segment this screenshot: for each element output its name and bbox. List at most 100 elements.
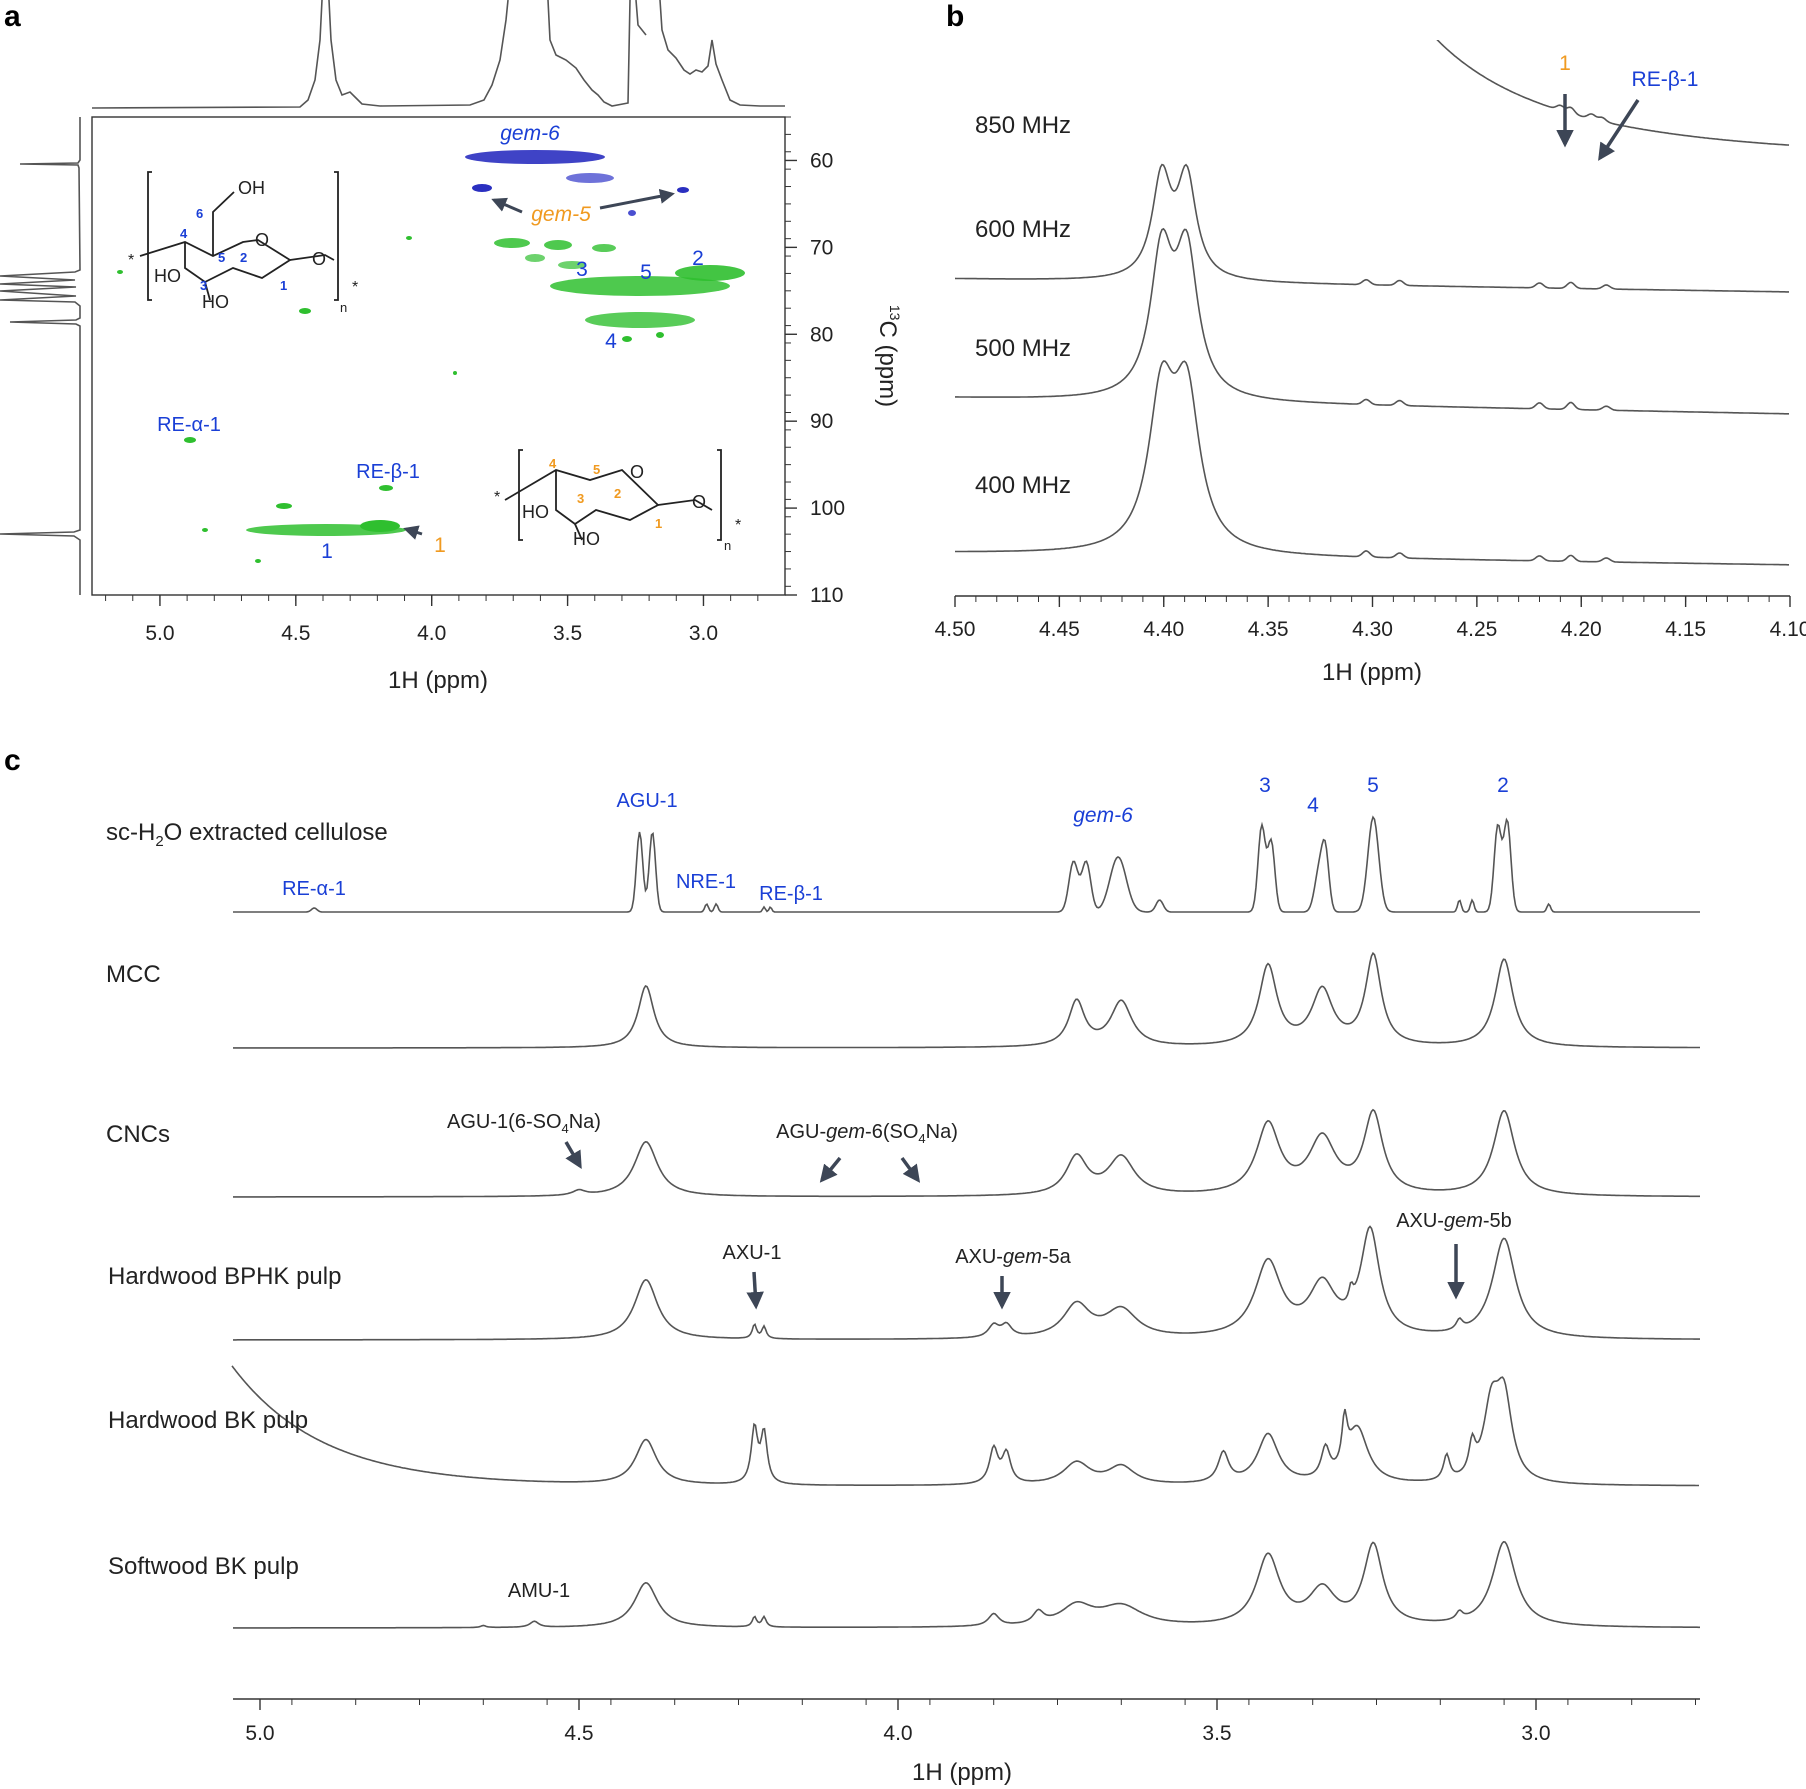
label-a-c3: 3 [576, 258, 588, 281]
contour-c3-c5 [550, 276, 730, 296]
label-c-agu-gem-c: Na) [926, 1121, 958, 1143]
panel-a-x-tick-label: 4.5 [281, 622, 310, 645]
label-c-axu5b: AXU-gem-5b [1396, 1210, 1512, 1232]
label-c-rea1: RE-α-1 [282, 878, 346, 900]
label-c-axu5a: AXU-gem-5a [955, 1246, 1071, 1268]
panel-a-x-tick-label: 4.0 [417, 622, 446, 645]
sb-star-right: * [735, 517, 741, 534]
series-label-sw-bk: Softwood BK pulp [108, 1553, 299, 1580]
panel-a-y-label-sup: 13 [887, 305, 903, 321]
contour-green-b [544, 240, 572, 250]
label-c-nre1: NRE-1 [676, 871, 736, 893]
st-n6: 6 [196, 206, 203, 221]
panel-a-x-axis: 5.0 4.5 4.0 3.5 3.0 [105, 595, 759, 645]
panel-c-x-tick-label: 3.5 [1202, 1722, 1231, 1745]
structure-top-labels: OH 6 4 5 2 3 1 O O HO HO * * n [128, 178, 358, 315]
sb-star-left: * [494, 489, 500, 506]
contour-rea1 [184, 437, 196, 443]
sb-ho3: HO [522, 502, 549, 522]
st-ring-o: O [255, 230, 269, 250]
st-n1: 1 [280, 278, 287, 293]
st-star-right: * [352, 279, 358, 296]
contour-gem6 [465, 150, 605, 164]
bracket-top-right [334, 171, 339, 301]
label-c-axu1: AXU-1 [723, 1242, 782, 1264]
panel-b-series-label: 850 MHz [975, 112, 1071, 139]
contour-c1-b [360, 520, 400, 532]
label-c-3: 3 [1259, 774, 1271, 797]
contour-misc-g [202, 528, 208, 532]
panel-a-x-tick-label: 3.5 [553, 622, 582, 645]
label-c-agu-gem-i: gem [826, 1121, 865, 1143]
contour-misc-e [276, 503, 292, 509]
sb-n5: 5 [593, 462, 600, 477]
label-c-agu-so4: AGU-1(6-SO4Na) [447, 1111, 601, 1136]
label-c-agu-gem-sub: 4 [918, 1131, 925, 1146]
panel-a-y-tick-label: 90 [810, 410, 833, 433]
series-label-bphk: Hardwood BPHK pulp [108, 1263, 341, 1290]
sb-ho2: HO [573, 529, 600, 549]
panel-b-x-tick-label: 4.25 [1456, 618, 1497, 641]
series-label-sc-h2o-sub: 2 [155, 833, 163, 850]
panel-a-plot-frame [91, 116, 786, 596]
arrow-c-axu1 [746, 1271, 764, 1310]
panel-b-x-tick-label: 4.30 [1352, 618, 1393, 641]
panel-a-y-tick-label: 80 [810, 323, 833, 346]
series-label-cncs: CNCs [106, 1121, 170, 1148]
sb-n-sub: n [724, 538, 731, 553]
contour-misc-a [299, 308, 311, 314]
label-a-c4: 4 [605, 330, 617, 353]
label-a-c2: 2 [692, 247, 704, 270]
panel-c-trace-4 [231, 1365, 1699, 1487]
panel-b-x-tick-label: 4.35 [1248, 618, 1289, 641]
structure-glucose-top [139, 171, 339, 301]
oh2-bond-top [204, 281, 211, 301]
sb-n4: 4 [549, 456, 557, 471]
sb-n2: 2 [614, 486, 621, 501]
sb-n1: 1 [655, 516, 662, 531]
structure-xylose-bottom [504, 449, 722, 541]
st-ho3: HO [154, 266, 181, 286]
bracket-bot-left [518, 449, 523, 541]
contour-gem5-a [472, 184, 492, 192]
contour-c4-b [622, 336, 632, 342]
label-c-agu1: AGU-1 [616, 790, 677, 812]
c6-bond-top [212, 191, 235, 256]
contour-green-e [558, 261, 586, 269]
panel-b-field-strength: 4.50 4.45 4.40 4.35 4.30 4.25 4.20 4.15 4.10 1H … [935, 40, 1806, 686]
label-c-agu-gem-a: AGU- [776, 1121, 826, 1143]
contour-green-a [494, 238, 530, 248]
panel-a-x-tick-label: 3.0 [689, 622, 718, 645]
contour-c2 [675, 265, 745, 281]
st-n-sub: n [340, 300, 347, 315]
contour-green-d [525, 254, 545, 262]
contour-gem6-b [566, 173, 614, 183]
arrow-c-agu-gem-right [900, 1156, 921, 1183]
st-n5: 5 [218, 250, 225, 265]
contour-green-c [592, 244, 616, 252]
series-label-sc-h2o-a: sc-H [106, 819, 155, 846]
panel-b-x-tick-label: 4.10 [1770, 618, 1806, 641]
label-a-rea1: RE-α-1 [157, 414, 221, 436]
label-c-axu5b-i: gem [1444, 1210, 1483, 1232]
st-ho2: HO [202, 292, 229, 312]
panel-a-left-projection [0, 117, 81, 595]
panel-c-x-tick-label: 4.0 [883, 1722, 912, 1745]
panel-c-trace-3 [233, 1225, 1700, 1341]
panel-b-x-tick-label: 4.20 [1561, 618, 1602, 641]
arrow-b-reb1 [1598, 99, 1640, 161]
contour-misc-d [453, 371, 457, 375]
st-n2: 2 [240, 250, 247, 265]
panel-b-trace-0 [1436, 40, 1790, 146]
arrow-a-gem5-right [599, 188, 675, 210]
panel-b-x-label: 1H (ppm) [1322, 659, 1422, 686]
panel-c-x-tick-label: 4.5 [564, 1722, 593, 1745]
panel-a-top-projection [91, 0, 785, 109]
label-c-5: 5 [1367, 774, 1379, 797]
contour-gem5-c [628, 210, 636, 216]
st-star-left: * [128, 252, 134, 269]
panel-c-traces [231, 815, 1700, 1629]
panel-b-series-label: 500 MHz [975, 335, 1071, 362]
glycosidic-bond-top [289, 254, 335, 261]
panel-c-trace-2 [233, 1108, 1700, 1198]
